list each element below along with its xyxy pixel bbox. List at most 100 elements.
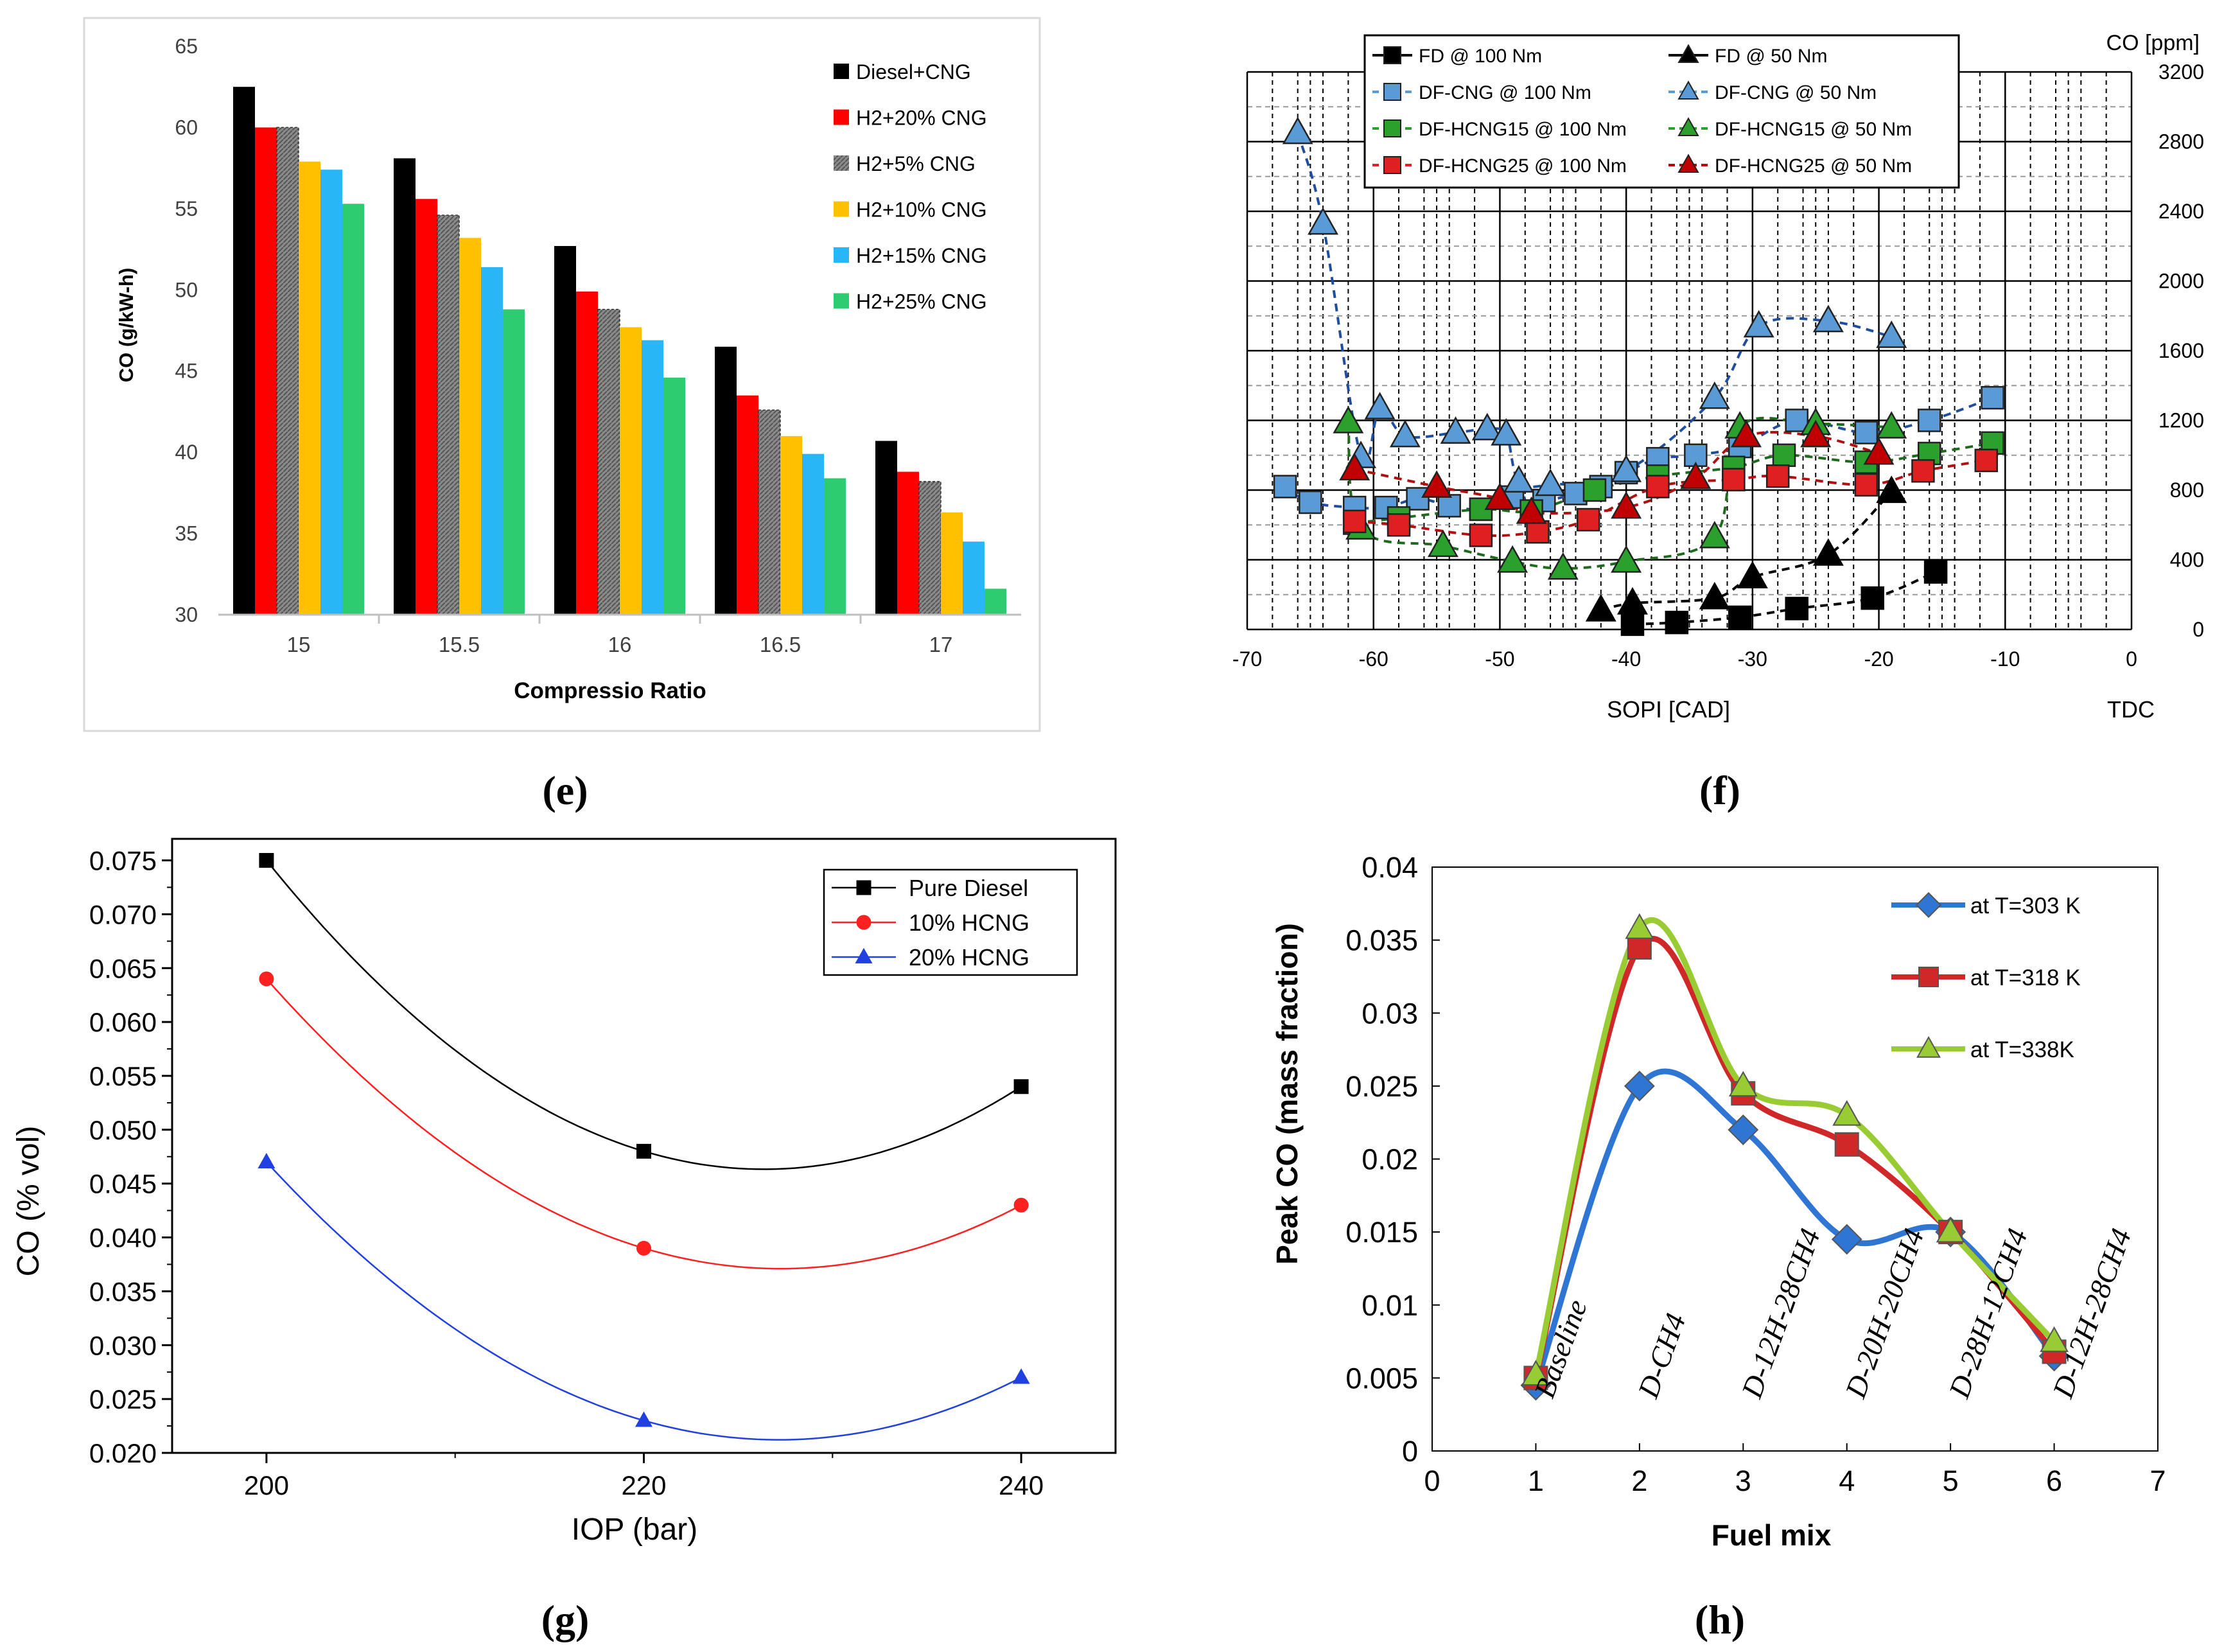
chart-e-ytick-label: 30 — [175, 603, 198, 626]
chart-f-marker — [1737, 561, 1768, 589]
chart-e-bar — [875, 441, 897, 615]
chart-e-ytick-label: 45 — [175, 360, 198, 383]
chart-e-legend-label: H2+20% CNG — [856, 107, 987, 130]
chart-f-marker — [1785, 409, 1808, 432]
chart-g-xtick-label: 240 — [999, 1470, 1044, 1500]
chart-f-marker — [1974, 448, 1999, 473]
chart-f-legend-marker — [1383, 46, 1401, 64]
chart-h-marker — [1624, 1070, 1655, 1102]
chart-e-bar — [255, 127, 277, 615]
chart-f-ylabel-right: CO [ppm] — [2106, 31, 2200, 55]
chart-e-ylabel: CO (g/kW-h) — [115, 268, 137, 382]
chart-f-marker — [1812, 538, 1844, 566]
chart-g-legend-marker — [856, 915, 871, 930]
chart-f-marker — [1765, 464, 1790, 488]
chart-f-marker — [1389, 419, 1421, 448]
panel-label-f: (f) — [1699, 768, 1740, 813]
chart-f-marker — [1863, 437, 1895, 465]
chart-e-bar — [276, 127, 299, 615]
chart-h-xtick-label: 7 — [2150, 1464, 2166, 1497]
chart-g-marker — [258, 1152, 276, 1169]
chart-e-ytick-label: 65 — [175, 35, 198, 58]
chart-h-marker — [1625, 913, 1654, 939]
chart-e-xtick-label: 17 — [929, 633, 953, 656]
chart-f-marker — [1339, 453, 1370, 480]
chart-e-bar — [824, 478, 846, 615]
chart-f-marker — [1342, 509, 1367, 534]
chart-f-ytick-label: 2000 — [2158, 270, 2204, 293]
chart-e-bar — [941, 512, 963, 615]
chart-f-ytick-label: 800 — [2170, 479, 2204, 502]
chart-f-marker — [1611, 545, 1642, 573]
chart-e-bar — [416, 198, 437, 615]
chart-h-annotation: D-12H-28CH4 — [1735, 1224, 1826, 1403]
chart-f-marker — [1728, 605, 1752, 629]
chart-f-legend-label: DF-HCNG15 @ 100 Nm — [1419, 119, 1627, 140]
chart-f-legend-label: DF-HCNG15 @ 50 Nm — [1715, 119, 1912, 140]
chart-f-legend-marker — [1383, 119, 1401, 137]
chart-f-marker — [1273, 475, 1297, 498]
chart-e-bar — [620, 327, 642, 615]
chart-f-legend-label: DF-HCNG25 @ 50 Nm — [1715, 155, 1912, 177]
chart-f-marker — [1800, 419, 1832, 448]
chart-f-marker — [1785, 597, 1808, 620]
chart-e-ytick-label: 60 — [175, 116, 198, 139]
chart-g-xtick-label: 220 — [621, 1470, 666, 1500]
chart-f: -70 -60 -50 -40 -30 -20 -10 0 0 400 800 1200 1600 200… — [1232, 31, 2204, 723]
chart-h-xtick-label: 2 — [1631, 1464, 1647, 1497]
chart-g-legend-label: 20% HCNG — [909, 944, 1029, 971]
chart-f-xlabel: SOPI [CAD] — [1607, 696, 1730, 723]
chart-e-bar — [394, 158, 416, 615]
chart-f-legend-marker — [1677, 117, 1699, 137]
chart-e-bar — [597, 308, 620, 615]
panel-label-g: (g) — [541, 1597, 590, 1642]
chart-e-bar — [299, 161, 320, 615]
chart-h-marker — [1832, 1100, 1862, 1126]
chart-e-legend-swatch — [834, 293, 849, 309]
chart-f-marker — [1743, 310, 1774, 338]
chart-g-ytick-label: 0.030 — [89, 1330, 157, 1360]
chart-h-xtick-label: 1 — [1528, 1464, 1544, 1497]
chart-f-marker — [1469, 497, 1493, 522]
chart-g-series-line — [265, 1161, 1022, 1441]
chart-e-xtick-label: 16 — [608, 633, 632, 656]
chart-f-xtick-label: -50 — [1485, 647, 1514, 671]
chart-e-bar — [503, 309, 525, 615]
chart-g-legend-marker — [855, 947, 873, 963]
chart-f-marker — [1471, 412, 1503, 441]
chart-f-series-line — [1354, 430, 1880, 515]
chart-e-bar — [459, 238, 481, 615]
chart-f-legend-label: FD @ 100 Nm — [1419, 46, 1542, 67]
chart-f-legend-marker — [1383, 83, 1401, 101]
chart-h-marker — [1627, 935, 1652, 960]
chart-e-bar — [802, 453, 824, 615]
chart-h-marker — [1936, 1217, 1965, 1243]
chart-g-ytick-label: 0.070 — [89, 899, 157, 929]
chart-e-legend-label: H2+5% CNG — [856, 152, 976, 175]
chart-g-ytick-label: 0.035 — [89, 1276, 157, 1306]
chart-h-ylabel: Peak CO (mass fraction) — [1270, 923, 1304, 1265]
chart-e-xlabel: Compressio Ratio — [514, 678, 706, 703]
chart-f-marker — [1812, 304, 1844, 333]
chart-g: 0.020 0.025 0.030 0.035 0.040 0.045 0.050 0.055… — [12, 838, 1117, 1547]
chart-f-marker — [1699, 520, 1730, 549]
chart-h-annotation: D-CH4 — [1631, 1309, 1692, 1403]
chart-e-legend-swatch — [834, 247, 849, 263]
chart-f-marker — [1665, 610, 1689, 635]
panel-label-e: (e) — [542, 768, 588, 813]
chart-f-marker — [1611, 491, 1642, 519]
chart-f-marker — [1923, 560, 1948, 584]
chart-f-marker — [1308, 207, 1339, 235]
chart-g-ytick-label: 0.020 — [89, 1438, 157, 1468]
chart-f-xtick-label: -40 — [1611, 647, 1641, 671]
chart-f-xtick-label: -10 — [1990, 647, 2020, 671]
chart-f-series-line — [1600, 491, 1893, 612]
chart-f-ytick-label: 400 — [2170, 549, 2204, 572]
chart-g-legend-label: Pure Diesel — [909, 875, 1028, 901]
chart-f-ytick-label: 1200 — [2158, 409, 2204, 432]
chart-f-xtick-label: -30 — [1738, 647, 1767, 671]
chart-e-bar — [758, 409, 781, 615]
chart-f-marker — [1981, 385, 2004, 410]
chart-f-marker — [1421, 470, 1453, 498]
chart-e-legend-swatch — [834, 64, 849, 79]
